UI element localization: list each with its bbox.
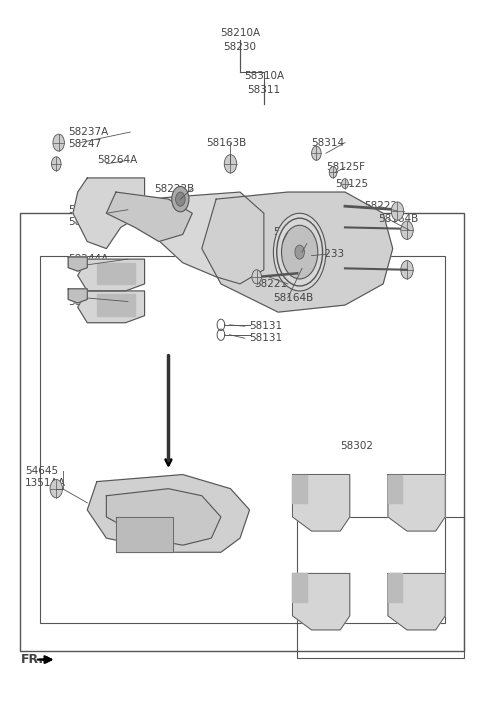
Bar [21, 213, 464, 651]
Circle shape [281, 225, 318, 279]
Circle shape [50, 479, 62, 498]
Text: 58311: 58311 [247, 84, 280, 95]
Text: 58233: 58233 [312, 250, 345, 259]
Text: 58230: 58230 [224, 43, 256, 52]
Text: 58302: 58302 [340, 441, 373, 452]
Text: 58232: 58232 [292, 239, 325, 249]
Text: 58221: 58221 [254, 279, 288, 289]
Text: 58210A: 58210A [220, 28, 260, 38]
Polygon shape [73, 178, 144, 249]
Text: 58237A: 58237A [68, 127, 108, 137]
Circle shape [401, 221, 413, 240]
Polygon shape [68, 257, 87, 271]
Circle shape [176, 192, 185, 206]
Text: 58125: 58125 [336, 179, 369, 189]
Polygon shape [388, 474, 402, 503]
Text: 58314: 58314 [312, 138, 345, 147]
Text: 58236A: 58236A [68, 217, 108, 227]
Polygon shape [388, 574, 445, 630]
Polygon shape [292, 474, 350, 531]
Circle shape [391, 202, 404, 220]
Polygon shape [78, 259, 144, 291]
Polygon shape [68, 289, 87, 303]
Text: 58131: 58131 [250, 321, 283, 331]
Text: FR.: FR. [21, 653, 44, 666]
Text: 58163B: 58163B [206, 138, 247, 147]
Circle shape [274, 213, 326, 291]
Polygon shape [97, 263, 135, 284]
Polygon shape [292, 574, 350, 630]
Text: 58310A: 58310A [244, 70, 284, 81]
Text: 58213: 58213 [274, 228, 307, 238]
Text: 58164B: 58164B [274, 293, 313, 303]
Text: 58264A: 58264A [97, 155, 137, 165]
Circle shape [51, 157, 61, 171]
Circle shape [329, 167, 337, 178]
Circle shape [224, 155, 237, 173]
Polygon shape [388, 474, 445, 531]
Circle shape [252, 269, 262, 284]
Polygon shape [292, 574, 307, 602]
Polygon shape [144, 192, 264, 284]
Text: 58125F: 58125F [326, 162, 365, 172]
Circle shape [172, 186, 189, 212]
Text: 58235: 58235 [68, 205, 101, 215]
Text: 58131: 58131 [250, 333, 283, 343]
Polygon shape [202, 192, 393, 312]
Text: 1351AA: 1351AA [25, 478, 66, 488]
Text: 58244A: 58244A [68, 296, 108, 306]
Text: 58244A: 58244A [68, 254, 108, 264]
Text: 54645: 54645 [25, 466, 59, 476]
Polygon shape [116, 517, 173, 552]
Text: 58222B: 58222B [154, 184, 194, 194]
Text: 58222: 58222 [364, 201, 397, 211]
Circle shape [401, 261, 413, 279]
Text: 58247: 58247 [68, 139, 101, 149]
Circle shape [295, 245, 304, 259]
Text: 58164B: 58164B [378, 214, 419, 224]
Polygon shape [107, 192, 192, 242]
Polygon shape [292, 474, 307, 503]
Polygon shape [78, 291, 144, 323]
Bar [39, 256, 445, 623]
Polygon shape [97, 294, 135, 316]
Polygon shape [107, 489, 221, 545]
Polygon shape [388, 574, 402, 602]
Polygon shape [87, 474, 250, 552]
Circle shape [342, 179, 348, 189]
Circle shape [312, 146, 321, 160]
Circle shape [53, 134, 64, 151]
Bar [297, 517, 464, 658]
